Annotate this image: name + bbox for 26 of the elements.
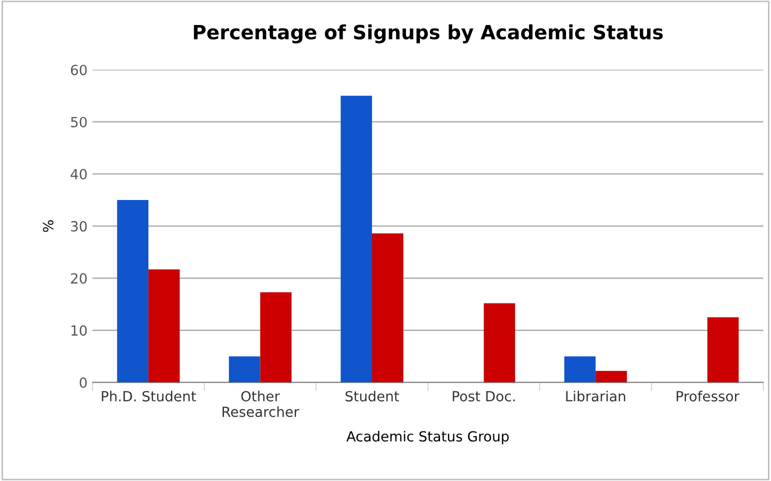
x-axis-title: Academic Status Group <box>346 430 509 444</box>
y-tick-label: 10 <box>72 325 87 336</box>
x-tick-label: Student <box>346 390 400 402</box>
x-tick-label: Ph.D. Student <box>102 390 196 402</box>
x-tick-label: Professor <box>676 390 740 402</box>
bar <box>707 317 739 382</box>
bar <box>228 356 260 382</box>
y-tick-label: 30 <box>71 221 87 232</box>
bar <box>484 303 516 382</box>
y-axis-title: % <box>42 220 54 232</box>
bar <box>564 356 596 382</box>
x-tick-label: Other Researcher <box>222 390 300 418</box>
bar <box>372 233 404 382</box>
bar <box>148 269 180 382</box>
y-tick-label: 0 <box>80 377 87 388</box>
bar <box>340 96 372 382</box>
bar <box>596 370 627 382</box>
y-tick-label: 50 <box>71 116 87 128</box>
y-tick-label: 60 <box>70 64 87 76</box>
bar <box>117 200 148 382</box>
y-tick-label: 20 <box>71 273 87 284</box>
chart-title: Percentage of Signups by Academic Status <box>194 24 663 44</box>
y-tick-label: 40 <box>70 168 87 180</box>
bar <box>260 292 292 382</box>
x-tick-label: Post Doc. <box>452 391 515 402</box>
x-tick-label: Librarian <box>566 390 626 402</box>
